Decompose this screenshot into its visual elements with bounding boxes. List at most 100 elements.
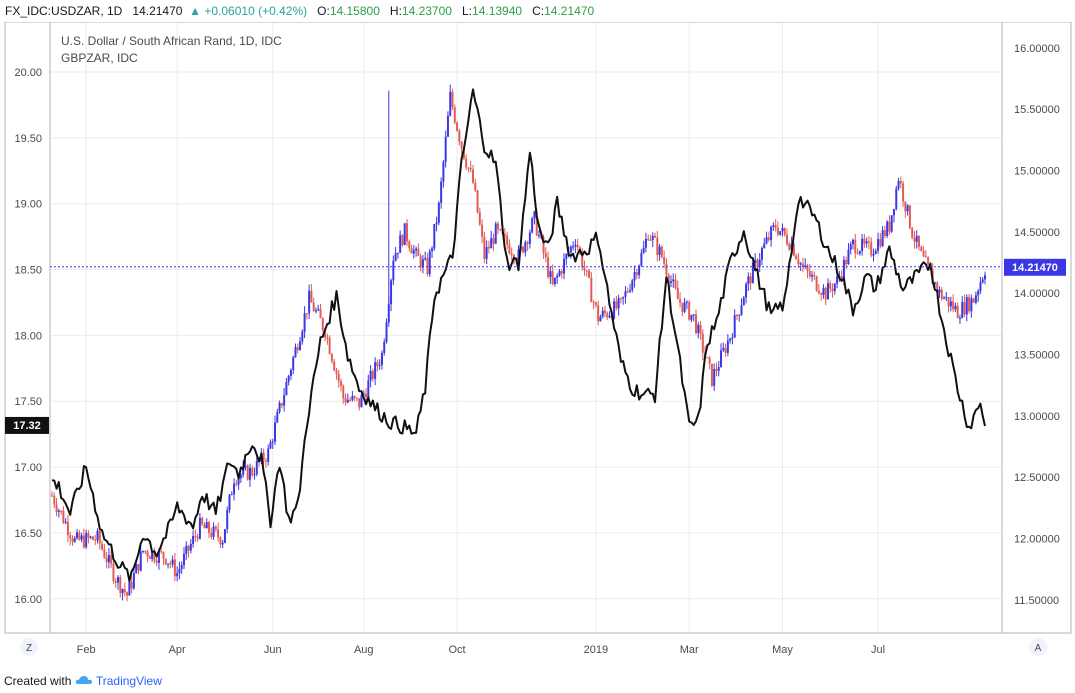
right-tick-label: 14.00000 (1014, 288, 1060, 300)
candle-body (813, 274, 816, 277)
candle-body (886, 221, 889, 236)
candle-body (920, 246, 923, 251)
candle-body (121, 589, 124, 594)
candle-body (157, 550, 160, 563)
candle-body (776, 227, 779, 235)
candle-body (965, 297, 968, 315)
candle-body (576, 244, 579, 248)
chart-background (0, 22, 1075, 667)
candle-body (374, 362, 377, 379)
candle-body (223, 529, 226, 543)
chart-title[interactable]: U.S. Dollar / South African Rand, 1D, ID… (61, 34, 282, 48)
chart-subtitle[interactable]: GBPZAR, IDC (61, 51, 138, 65)
candle-body (569, 246, 572, 253)
candle-body (765, 237, 768, 244)
candle-body (96, 530, 99, 541)
candle-body (208, 522, 211, 534)
candle-body (858, 251, 861, 254)
candle-body (396, 252, 399, 254)
candle-body (679, 299, 682, 303)
right-current-badge: 14.21470 (1004, 258, 1066, 276)
time-axis[interactable]: Feb Apr Jun Aug Oct 2019 Mar May Jul (77, 644, 885, 656)
candle-body (492, 238, 495, 244)
candle-body (78, 532, 81, 540)
candle-body (401, 235, 404, 245)
candle-body (892, 209, 895, 216)
candle-body (319, 309, 322, 319)
candle-body (82, 535, 85, 548)
candle-body (544, 253, 547, 258)
candle-body (669, 281, 672, 284)
candle-body (922, 250, 925, 257)
candle-body (710, 363, 713, 386)
candle-body (353, 396, 356, 398)
candle-body (856, 253, 859, 255)
candle-body (497, 223, 500, 230)
candle-body (745, 283, 748, 298)
right-price-axis[interactable]: 11.50000 12.00000 12.50000 13.00000 13.50000… (1014, 43, 1060, 607)
candle-body (542, 237, 545, 254)
candle-body (811, 274, 814, 277)
candle-body (303, 313, 306, 332)
candle-body (60, 510, 63, 512)
candle-body (103, 549, 106, 558)
candle-body (537, 235, 540, 237)
candle-body (647, 238, 650, 240)
candle-body (585, 270, 588, 272)
candle-body (565, 254, 568, 259)
candle-body (881, 230, 884, 247)
candle-body (476, 190, 479, 213)
candle-body (390, 280, 393, 305)
candle-body (119, 577, 122, 594)
candle-body (337, 373, 340, 382)
candle-body (706, 357, 709, 359)
candle-body (551, 271, 554, 284)
symbol-name[interactable]: FX_IDC:USDZAR, 1D (5, 4, 123, 18)
candle-body (943, 297, 946, 299)
left-price-axis[interactable]: 16.00 16.50 17.00 17.50 18.00 18.50 19.00 19.50… (14, 67, 42, 606)
candle-body (433, 224, 436, 249)
candle-body (801, 263, 804, 268)
candle-body (242, 467, 245, 476)
candle-body (417, 248, 420, 256)
candle-body (970, 298, 973, 312)
candle-body (940, 289, 943, 299)
candle-body (503, 234, 506, 236)
candle-body (629, 290, 632, 292)
candle-body (713, 369, 716, 386)
candle-body (465, 158, 468, 168)
candle-body (317, 309, 320, 311)
candle-body (137, 564, 140, 571)
candle-body (289, 370, 292, 376)
auto-scale-right-button[interactable]: A (1029, 638, 1047, 656)
candle-body (781, 227, 784, 232)
close-value: 14.21470 (544, 4, 595, 18)
candle-body (508, 244, 511, 254)
candle-body (217, 529, 220, 538)
candle-body (740, 305, 743, 315)
candle-body (431, 248, 434, 252)
candle-body (849, 244, 852, 250)
candle-body (355, 397, 358, 399)
candle-body (644, 238, 647, 248)
candle-body (365, 393, 368, 398)
candle-body (412, 250, 415, 254)
candle-body (328, 337, 331, 354)
candle-body (324, 329, 327, 338)
candle-body (376, 362, 379, 366)
candle-body (603, 310, 606, 314)
candle-body (283, 395, 286, 406)
candle-body (421, 259, 424, 268)
auto-scale-left-button[interactable]: Z (20, 638, 38, 656)
candle-body (799, 263, 802, 265)
candle-body (911, 228, 914, 238)
candle-body (510, 253, 513, 256)
candle-body (69, 535, 72, 539)
candle-body (160, 550, 163, 552)
tradingview-brand[interactable]: TradingView (95, 674, 162, 688)
candle-body (458, 130, 461, 142)
candle-body (130, 581, 133, 589)
time-tick-label: May (772, 644, 793, 656)
price-chart[interactable]: 16.00 16.50 17.00 17.50 18.00 18.50 19.00 19.50… (0, 22, 1075, 667)
candle-body (490, 238, 493, 249)
